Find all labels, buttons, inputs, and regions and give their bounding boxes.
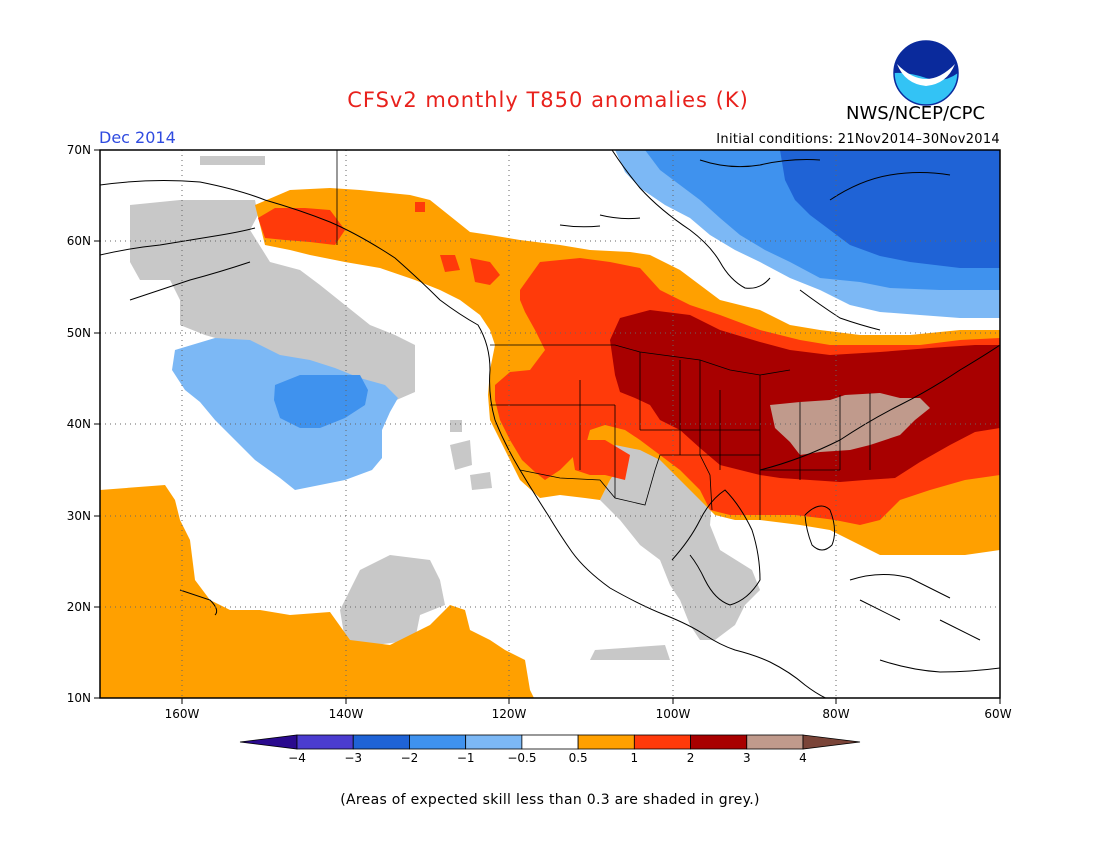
colorbar-tick-label: 1	[631, 751, 639, 765]
lon-label-160w: 160W	[165, 707, 200, 721]
colorbar-tick-label: −0.5	[507, 751, 536, 765]
colorbar-tick-label: 2	[687, 751, 695, 765]
initial-conditions-label: Initial conditions: 21Nov2014–30Nov2014	[716, 132, 1000, 147]
colorbar-tick-label: −1	[457, 751, 475, 765]
colorbar-swatch	[633, 734, 691, 750]
lat-label-60n: 60N	[67, 234, 91, 248]
anomaly-dark-red-region	[610, 310, 1000, 482]
lon-label-100w: 100W	[656, 707, 691, 721]
lat-label-40n: 40N	[67, 417, 91, 431]
map-title: CFSv2 monthly T850 anomalies (K)	[347, 88, 749, 112]
colorbar-swatch	[352, 734, 410, 750]
colorbar-tick-label: 3	[743, 751, 751, 765]
agency-label: NWS/NCEP/CPC	[846, 103, 986, 124]
lat-label-10n: 10N	[67, 691, 91, 705]
gridlines	[100, 150, 1000, 698]
colorbar-low-extension	[239, 734, 298, 750]
colorbar: −4 −3 −2 −1 −0.5 0.5 1 2 3 4	[239, 734, 861, 765]
forecast-month-label: Dec 2014	[99, 128, 176, 147]
lon-label-140w: 140W	[329, 707, 364, 721]
lat-label-20n: 20N	[67, 600, 91, 614]
colorbar-tick-label: 0.5	[569, 751, 588, 765]
lon-label-60w: 60W	[984, 707, 1011, 721]
colorbar-high-extension	[802, 734, 861, 750]
lon-label-80w: 80W	[822, 707, 849, 721]
colorbar-swatch	[296, 734, 354, 750]
colorbar-tick-label: −3	[344, 751, 362, 765]
anomaly-mid-blue-region	[780, 150, 1000, 268]
colorbar-swatch	[577, 734, 635, 750]
axis-ticks	[94, 149, 1001, 704]
lat-label-30n: 30N	[67, 509, 91, 523]
coastlines	[100, 150, 1000, 698]
colorbar-tick-label: −4	[288, 751, 306, 765]
colorbar-tick-label: −2	[401, 751, 419, 765]
colorbar-swatch	[690, 734, 748, 750]
lat-label-70n: 70N	[67, 143, 91, 157]
lat-label-50n: 50N	[67, 326, 91, 340]
lon-label-120w: 120W	[492, 707, 527, 721]
footnote: (Areas of expected skill less than 0.3 a…	[340, 792, 760, 808]
colorbar-swatch	[409, 734, 467, 750]
colorbar-swatch	[521, 734, 579, 750]
colorbar-swatch	[465, 734, 523, 750]
political-borders	[336, 150, 871, 520]
noaa-logo	[893, 40, 959, 106]
colorbar-tick-label: 4	[799, 751, 807, 765]
colorbar-swatch	[746, 734, 804, 750]
